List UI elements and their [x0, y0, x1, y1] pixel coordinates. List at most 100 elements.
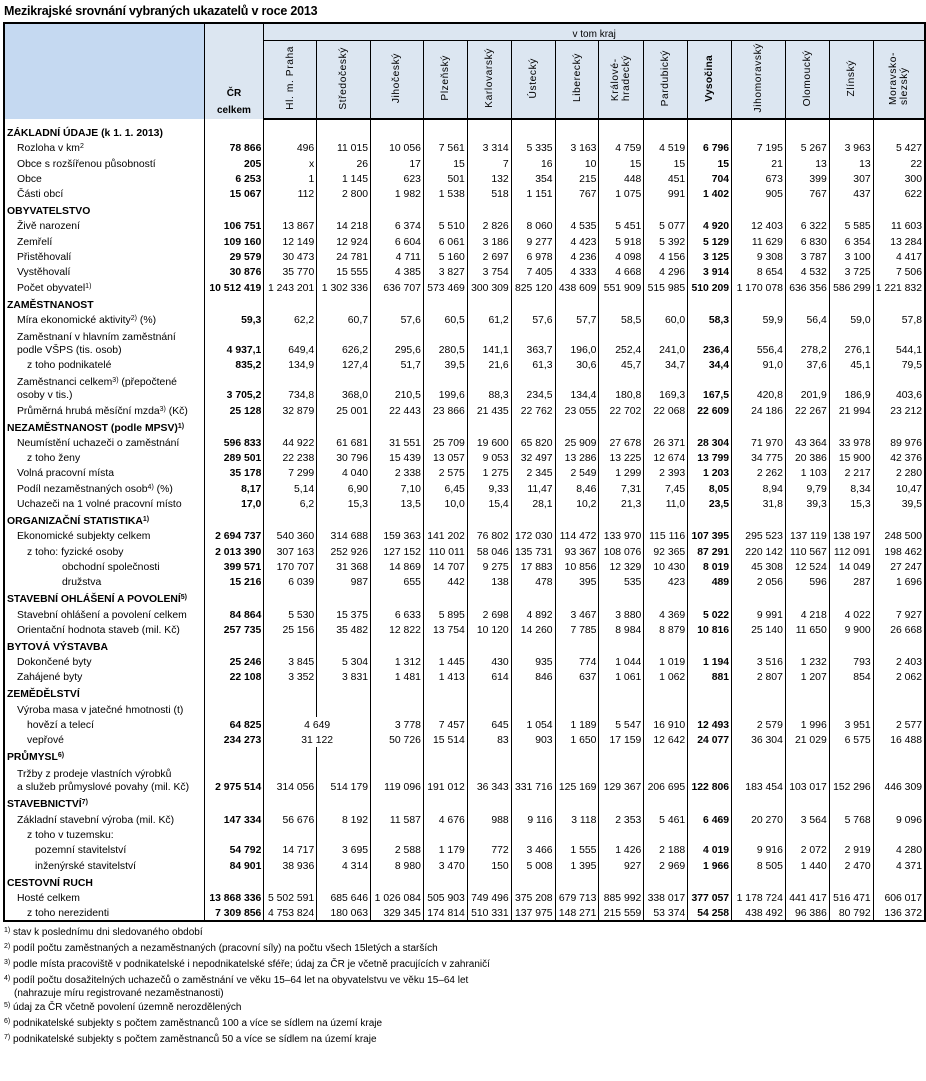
region-value: 4 022 — [828, 606, 874, 622]
cr-value: 13 868 336 — [203, 889, 265, 905]
region-value: 2 217 — [828, 465, 874, 481]
empty-cell — [554, 872, 600, 890]
empty-cell — [466, 589, 512, 607]
region-value: 136 372 — [872, 904, 926, 922]
empty-cell — [687, 511, 733, 529]
empty-cell — [370, 511, 424, 529]
page-title: Mezikrajské srovnání vybraných ukazatelů… — [4, 4, 318, 18]
region-value: x — [263, 155, 318, 171]
empty-cell — [872, 794, 926, 812]
region-value: 1 232 — [784, 653, 830, 670]
footnote-mark: 4) — [4, 975, 11, 982]
row-label: Uchazeči na 1 volné pracovní místo — [3, 495, 205, 512]
empty-cell — [554, 684, 600, 702]
empty-cell — [687, 201, 733, 219]
region-value: 57,8 — [872, 311, 926, 327]
footnote-ref: 7) — [81, 799, 88, 807]
region-value: 438 492 — [731, 904, 786, 922]
region-name: Hl. m. Praha — [285, 46, 296, 110]
region-value: 8,46 — [554, 480, 600, 496]
region-value: 9 308 — [731, 248, 786, 265]
region-value: 15 375 — [316, 606, 372, 622]
region-value: 127,4 — [316, 356, 372, 373]
region-value: 12 403 — [731, 218, 786, 234]
region-value — [784, 826, 830, 842]
table-row: z toho podnikatelé 835,2 134,9 127,4 51,7 39,… — [3, 356, 926, 373]
table-row: z toho v tuzemsku: — [3, 826, 926, 842]
cr-value: 2 975 514 — [203, 764, 265, 795]
empty-cell — [203, 794, 265, 812]
region-value: 150 — [466, 857, 512, 873]
region-value: 1 026 084 — [370, 889, 424, 905]
region-name-line: Hl. m. Praha — [284, 46, 296, 110]
region-value — [466, 826, 512, 842]
empty-cell — [510, 589, 556, 607]
empty-cell — [731, 417, 786, 435]
region-value: 13 057 — [422, 449, 468, 466]
region-value: 4 098 — [598, 248, 645, 265]
region-name: Zlínský — [846, 60, 857, 96]
row-label: Podíl nezaměstnaných osob4) (%) — [3, 480, 205, 496]
region-value — [731, 826, 786, 842]
region-value: 903 — [510, 732, 556, 748]
empty-cell — [370, 794, 424, 812]
region-value: 22 068 — [643, 402, 689, 418]
cr-value: 30 876 — [203, 264, 265, 280]
region-value: 9 991 — [731, 606, 786, 622]
cr-value: 3 705,2 — [203, 372, 265, 403]
region-value: 2 577 — [872, 716, 926, 733]
region-value: 132 — [466, 170, 512, 186]
region-value: 26 668 — [872, 621, 926, 637]
empty-cell — [510, 511, 556, 529]
region-value: 295 523 — [731, 528, 786, 544]
region-value — [872, 701, 926, 717]
region-value: 108 076 — [598, 543, 645, 559]
region-value: 15,3 — [316, 495, 372, 512]
region-value: 540 360 — [263, 528, 318, 544]
region-name: Králové-hradecký — [610, 55, 632, 101]
empty-cell — [828, 294, 874, 312]
region-value: 3 914 — [687, 264, 733, 280]
region-value: 215 559 — [598, 904, 645, 922]
empty-cell — [466, 872, 512, 890]
empty-cell — [316, 511, 372, 529]
region-name-line: Pardubický — [660, 49, 672, 107]
region-value: 927 — [598, 857, 645, 873]
region-value: 9,33 — [466, 480, 512, 496]
empty-cell — [203, 589, 265, 607]
region-value: 4 156 — [643, 248, 689, 265]
empty-cell — [466, 119, 512, 140]
region-value: 15,3 — [828, 495, 874, 512]
region-value: 501 — [422, 170, 468, 186]
region-value: 191 012 — [422, 764, 468, 795]
region-value: 35 770 — [263, 264, 318, 280]
region-value: 399 — [784, 170, 830, 186]
region-value: 54 258 — [687, 904, 733, 922]
region-value: 636 707 — [370, 279, 424, 295]
empty-cell — [316, 119, 372, 140]
empty-cell — [731, 636, 786, 654]
region-value: 673 — [731, 170, 786, 186]
region-value: 6 061 — [422, 233, 468, 249]
empty-cell — [828, 589, 874, 607]
table-row: Dokončené byty 25 246 3 845 5 304 1 312 1 445… — [3, 653, 926, 670]
empty-cell — [784, 684, 830, 702]
region-value: 9 096 — [872, 811, 926, 827]
empty-cell — [422, 747, 468, 765]
footnote: 4) podíl počtu dosažitelných uchazečů o … — [4, 974, 490, 990]
region-value: 42 376 — [872, 449, 926, 466]
region-value: 5 077 — [643, 218, 689, 234]
region-value: 846 — [510, 669, 556, 685]
row-label-text: Zemřelí — [17, 236, 53, 248]
empty-cell — [643, 872, 689, 890]
row-label-suffix: (%) — [137, 314, 157, 326]
cr-value: 25 246 — [203, 653, 265, 670]
table-row: Průměrná hrubá měsíční mzda3) (Kč) 25 128… — [3, 402, 926, 418]
region-value: 338 017 — [643, 889, 689, 905]
region-value: 510 209 — [687, 279, 733, 295]
empty-cell — [554, 589, 600, 607]
row-label-text: Zahájené byty — [17, 672, 83, 684]
empty-cell — [316, 589, 372, 607]
cr-value: 78 866 — [203, 140, 265, 156]
footnote-ref: 1) — [85, 282, 92, 290]
